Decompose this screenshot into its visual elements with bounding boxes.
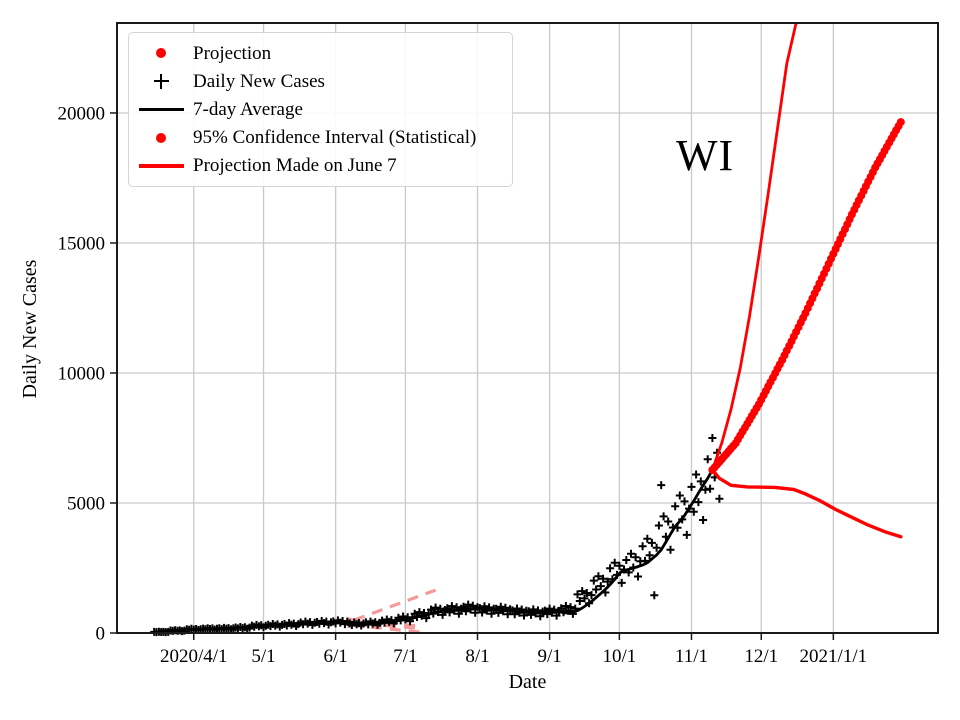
x-tick-label: 5/1 <box>251 646 275 667</box>
red-dot-icon <box>129 48 193 59</box>
daily-new-cases-markers <box>150 434 724 637</box>
seven-day-average-line <box>158 469 714 633</box>
y-tick-label: 5000 <box>67 493 105 514</box>
axes-border <box>116 22 939 634</box>
legend-label: Daily New Cases <box>193 70 325 92</box>
x-tick-label: 6/1 <box>323 646 347 667</box>
x-tick-label: 9/1 <box>537 646 561 667</box>
ci-upper-line <box>711 22 798 471</box>
legend: Projection Daily New Cases 7-day Average… <box>128 32 513 187</box>
red-dot-icon <box>129 132 193 143</box>
legend-item-daily-new-cases: Daily New Cases <box>129 72 512 91</box>
axis-ticks <box>110 112 835 640</box>
legend-label: 95% Confidence Interval (Statistical) <box>193 127 477 149</box>
y-tick-label: 0 <box>96 624 106 645</box>
y-axis-label: Daily New Cases <box>19 259 41 399</box>
red-line-icon <box>129 164 193 168</box>
x-tick-label: 12/1 <box>744 646 778 667</box>
state-annotation: WI <box>676 131 735 180</box>
y-tick-label: 20000 <box>58 103 106 124</box>
x-tick-label: 2021/1/1 <box>800 646 868 667</box>
legend-label: Projection Made on June 7 <box>193 155 397 177</box>
y-tick-label: 15000 <box>58 233 106 254</box>
plus-marker-icon <box>129 73 193 89</box>
x-tick-label: 11/1 <box>675 646 708 667</box>
x-tick-label: 2020/4/1 <box>160 646 228 667</box>
x-tick-label: 8/1 <box>465 646 489 667</box>
projection-dots <box>708 118 905 474</box>
legend-item-7day-average: 7-day Average <box>129 100 512 119</box>
black-line-icon <box>129 107 193 112</box>
legend-label: 7-day Average <box>193 98 303 120</box>
x-tick-label: 10/1 <box>602 646 636 667</box>
legend-item-projection: Projection <box>129 44 512 63</box>
legend-item-confidence-interval: 95% Confidence Interval (Statistical) <box>129 128 512 147</box>
ci-lower-line <box>710 468 903 539</box>
legend-label: Projection <box>193 42 272 64</box>
x-axis-label: Date <box>508 671 547 693</box>
x-tick-label: 7/1 <box>393 646 417 667</box>
tick-labels: 2020/4/1 5/1 6/1 7/1 8/1 9/1 10/1 11/1 12/1 2021/… <box>58 103 868 667</box>
y-tick-label: 10000 <box>58 363 106 384</box>
legend-item-june7-projection: Projection Made on June 7 <box>129 156 512 175</box>
